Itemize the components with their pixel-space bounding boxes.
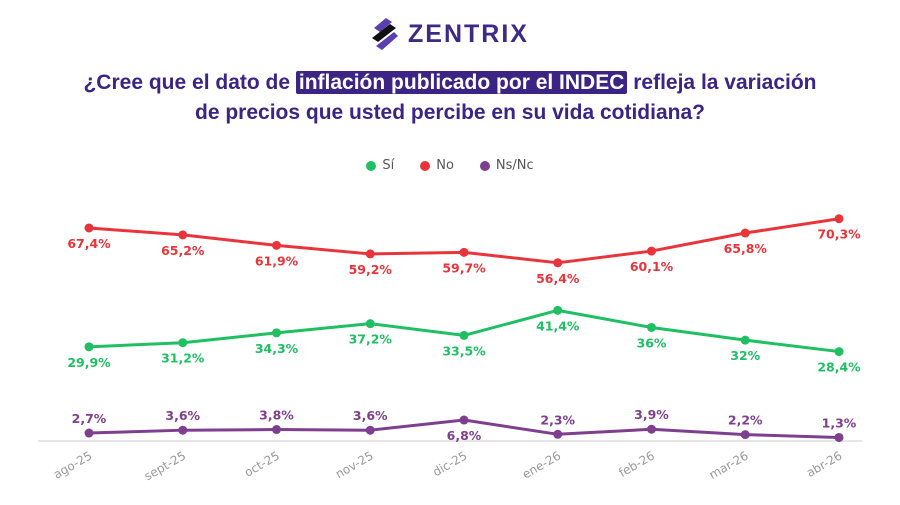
data-point (647, 424, 656, 434)
data-point (178, 425, 188, 435)
data-point (740, 228, 750, 238)
logo: ZENTRIX (368, 16, 529, 52)
x-tick-label: nov-25 (333, 448, 376, 481)
chart-title: ¿Cree que el dato de inflación publicado… (0, 68, 900, 128)
legend-dot (366, 160, 377, 171)
data-label: 60,1% (630, 259, 674, 274)
data-label: 56,4% (536, 271, 580, 286)
x-tick-label: dic-25 (430, 448, 469, 479)
x-tick-label: abr-26 (804, 448, 845, 479)
data-point (272, 425, 281, 435)
data-point (553, 429, 563, 439)
data-label: 3,9% (634, 407, 669, 422)
logo-text: ZENTRIX (408, 19, 529, 48)
data-label: 29,9% (67, 355, 111, 370)
data-label: 31,2% (161, 351, 205, 366)
legend-label: No (436, 158, 454, 173)
legend-item-nsnc: Ns/Nc (479, 158, 534, 173)
data-point (84, 223, 94, 233)
legend-item-no: No (420, 158, 454, 173)
data-point (553, 305, 563, 315)
data-point (84, 428, 94, 438)
x-tick-label: ago-25 (51, 448, 94, 481)
legend: Sí No Ns/Nc (0, 158, 900, 173)
data-point (834, 347, 844, 357)
data-point (365, 425, 375, 435)
x-tick-label: oct-25 (242, 448, 282, 479)
data-label: 67,4% (67, 236, 111, 251)
data-label: 65,2% (161, 243, 205, 258)
data-point (272, 328, 281, 338)
data-label: 65,8% (724, 241, 768, 256)
x-tick-label: mar-26 (707, 448, 751, 482)
x-tick-label: sept-25 (142, 448, 188, 483)
legend-label: Ns/Nc (495, 158, 534, 173)
title-highlight: inflación publicado por el INDEC (295, 71, 628, 94)
legend-item-si: Sí (366, 158, 394, 173)
data-point (459, 415, 469, 425)
data-point (740, 430, 750, 440)
x-tick-label: feb-26 (616, 448, 657, 480)
data-point (178, 230, 188, 240)
data-point (365, 249, 375, 259)
data-point (272, 240, 281, 250)
data-label: 37,2% (349, 332, 393, 347)
data-point (834, 432, 844, 442)
data-point (834, 214, 844, 224)
data-label: 2,2% (728, 413, 763, 428)
data-point (647, 322, 656, 332)
data-label: 36% (637, 335, 667, 350)
legend-dot (479, 160, 490, 171)
data-label: 34,3% (255, 341, 299, 356)
data-label: 59,2% (349, 262, 393, 277)
data-label: 6,8% (447, 428, 482, 443)
data-label: 70,3% (817, 227, 861, 242)
data-point (365, 319, 375, 329)
title-part: refleja la variación (627, 71, 817, 94)
data-label: 1,3% (822, 415, 857, 430)
zentrix-logo-icon (372, 18, 398, 50)
data-point (178, 338, 188, 348)
data-label: 41,4% (536, 318, 580, 333)
data-label: 3,6% (165, 408, 200, 423)
data-label: 2,7% (72, 411, 107, 426)
data-label: 2,3% (540, 412, 575, 427)
data-label: 59,7% (442, 260, 486, 275)
data-label: 3,6% (353, 408, 388, 423)
data-point (459, 330, 469, 340)
data-label: 3,8% (259, 408, 294, 423)
legend-label: Sí (382, 158, 395, 173)
data-label: 32% (730, 348, 760, 363)
data-point (459, 247, 469, 257)
data-point (84, 342, 94, 352)
title-part: ¿Cree que el dato de (83, 71, 296, 94)
data-label: 28,4% (817, 360, 861, 375)
data-point (553, 258, 563, 268)
data-point (647, 246, 656, 256)
data-label: 61,9% (255, 253, 299, 268)
legend-dot (420, 160, 431, 171)
data-label: 33,5% (442, 343, 486, 358)
data-point (740, 335, 750, 345)
x-tick-label: ene-26 (520, 448, 563, 481)
title-line2: de precios que usted percibe en su vida … (195, 101, 705, 124)
